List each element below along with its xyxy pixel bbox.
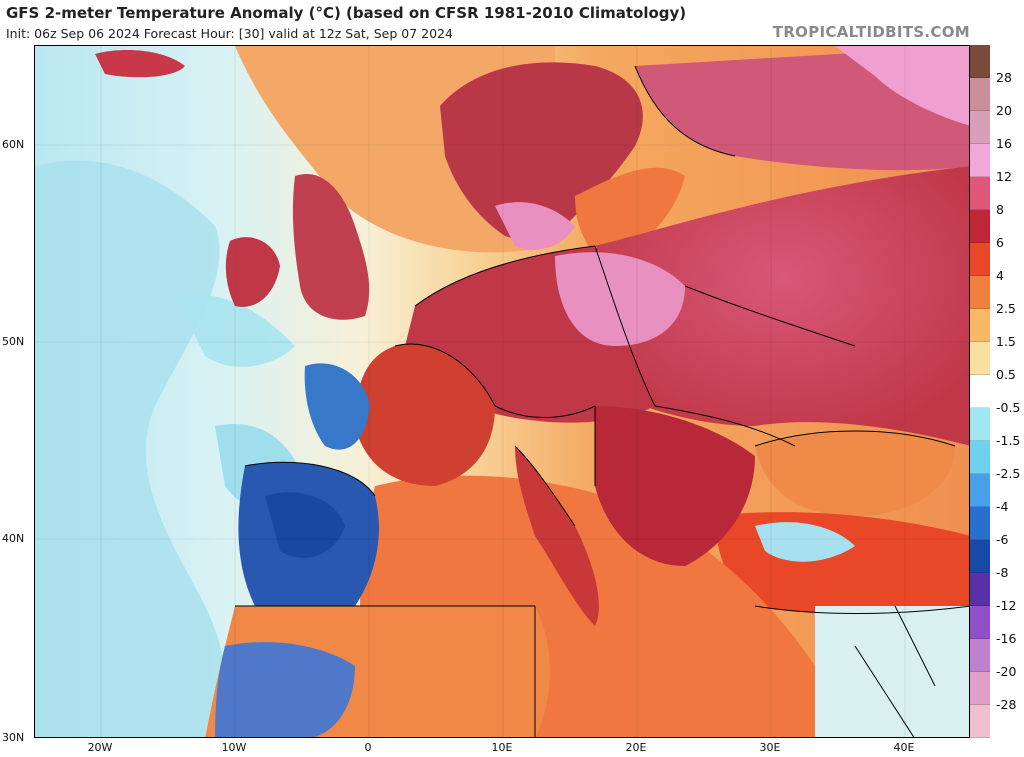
- country-borders: [235, 65, 969, 737]
- legend-swatch: [970, 540, 990, 573]
- legend-swatch: [970, 573, 990, 606]
- black-sea: [755, 431, 955, 516]
- legend-label: 6: [996, 235, 1004, 250]
- legend-swatch: [970, 210, 990, 243]
- graticule: [35, 46, 969, 737]
- biscay-cold: [304, 363, 370, 450]
- lon-label-40e: 40E: [893, 741, 915, 754]
- legend-swatch: [970, 342, 990, 375]
- iberia-deep: [265, 492, 345, 558]
- lat-label-30n: 30N: [2, 731, 25, 744]
- legend-label: 2.5: [996, 301, 1016, 316]
- lon-label-20w: 20W: [87, 741, 113, 754]
- iceland-patch: [95, 50, 185, 78]
- ireland: [225, 237, 280, 307]
- legend-swatch: [970, 276, 990, 309]
- legend-label: -1.5: [996, 433, 1021, 448]
- italy: [515, 446, 599, 626]
- baltic-sea: [575, 167, 685, 266]
- poland-pink: [555, 252, 685, 346]
- legend-swatch: [970, 672, 990, 705]
- legend-label: 8: [996, 202, 1004, 217]
- france: [355, 344, 495, 486]
- lon-label-20e: 20E: [625, 741, 647, 754]
- legend-label: -0.5: [996, 400, 1021, 415]
- legend-swatch: [970, 243, 990, 276]
- atlantic-cool-band: [35, 160, 226, 737]
- legend-swatch: [970, 705, 990, 738]
- legend-label: 1.5: [996, 334, 1016, 349]
- legend-label: 28: [996, 70, 1012, 85]
- legend-swatch: [970, 606, 990, 639]
- legend-label: -4: [996, 499, 1009, 514]
- legend-swatch: [970, 177, 990, 210]
- legend-label: 4: [996, 268, 1004, 283]
- legend-swatch: [970, 639, 990, 672]
- legend-label: -8: [996, 565, 1009, 580]
- lon-label-0: 0: [364, 741, 372, 754]
- legend-label: -16: [996, 631, 1017, 646]
- lon-label-30e: 30E: [759, 741, 781, 754]
- lon-label-10e: 10E: [491, 741, 513, 754]
- legend-swatch: [970, 507, 990, 540]
- legend-swatch: [970, 375, 990, 408]
- turkey-cool-patches: [755, 522, 855, 562]
- site-brand: TROPICALTIDBITS.COM: [772, 23, 970, 41]
- legend-swatch: [970, 78, 990, 111]
- legend-label: 20: [996, 103, 1012, 118]
- map-area[interactable]: [34, 45, 970, 738]
- lat-label-60n: 60N: [2, 138, 25, 151]
- legend-swatch: [970, 45, 990, 78]
- lat-label-40n: 40N: [2, 532, 25, 545]
- lon-label-10w: 10W: [221, 741, 247, 754]
- eastern-europe: [595, 166, 969, 446]
- balkans: [595, 406, 755, 566]
- legend-swatch: [970, 474, 990, 507]
- legend-swatch: [970, 408, 990, 441]
- far-north-pink: [835, 46, 969, 126]
- middle-east: [815, 605, 969, 737]
- legend-swatch: [970, 441, 990, 474]
- legend-label: -12: [996, 598, 1017, 613]
- legend-swatch: [970, 309, 990, 342]
- legend-label: 0.5: [996, 367, 1016, 382]
- map-subtitle: Init: 06z Sep 06 2024 Forecast Hour: [30…: [6, 26, 453, 41]
- legend-swatch: [970, 144, 990, 177]
- legend-label: -20: [996, 664, 1017, 679]
- legend-label: 16: [996, 136, 1012, 151]
- legend-swatch: [970, 111, 990, 144]
- temperature-anomaly-map: [35, 46, 969, 737]
- map-title: GFS 2-meter Temperature Anomaly (°C) (ba…: [6, 4, 687, 22]
- scandinavia-south: [495, 202, 575, 250]
- legend-label: -2.5: [996, 466, 1021, 481]
- atlantic-cool-streak: [175, 294, 295, 367]
- color-legend: 28 20 16 12 8 6 4 2.5 1.5 0.5 -0.5 -1.5 -2.5 -4 -6 -8 -1…: [970, 45, 1024, 738]
- legend-label: -28: [996, 697, 1017, 712]
- morocco-cold: [215, 642, 355, 737]
- legend-label: -6: [996, 532, 1009, 547]
- lat-label-50n: 50N: [2, 335, 25, 348]
- legend-label: 12: [996, 169, 1012, 184]
- great-britain: [292, 174, 370, 320]
